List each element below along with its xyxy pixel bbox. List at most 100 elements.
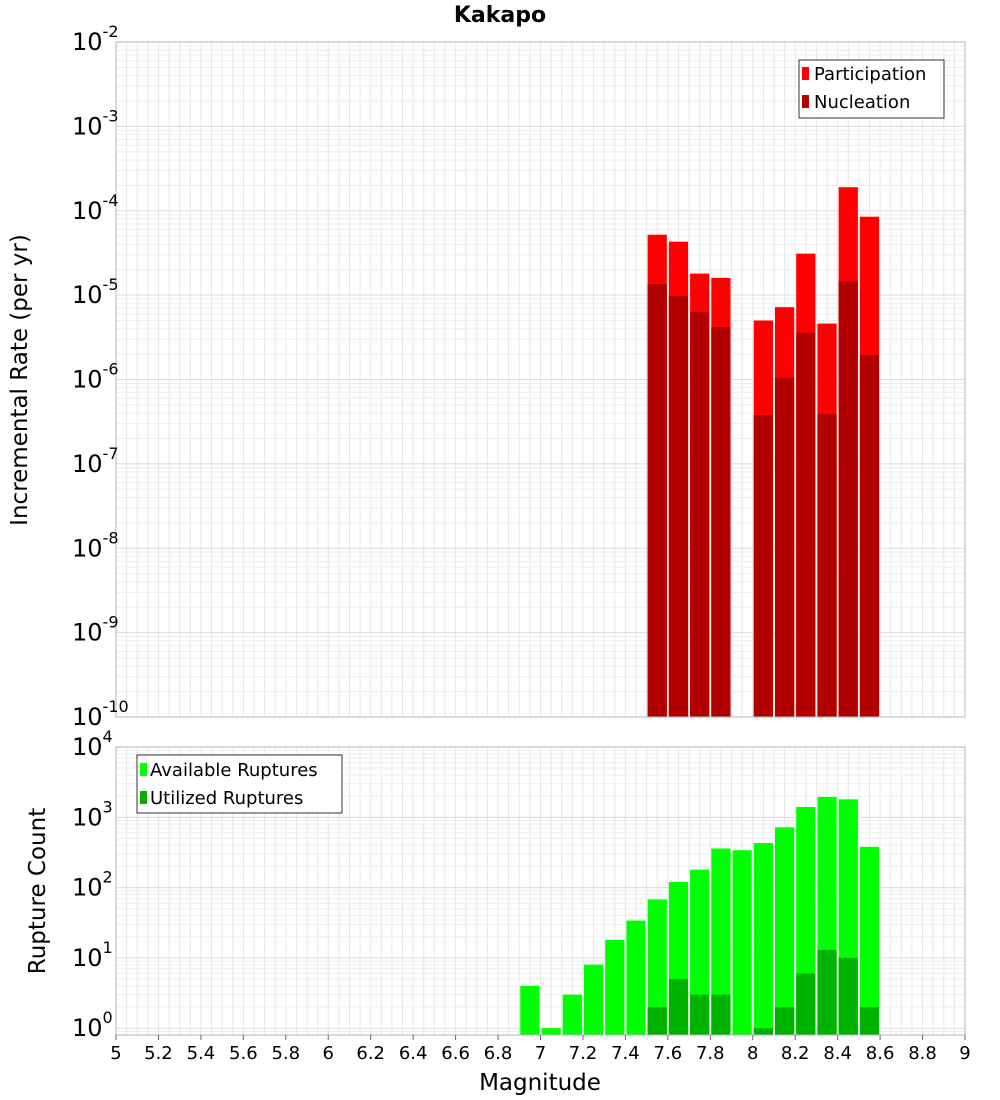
legend-swatch-participation: [802, 67, 809, 80]
bottom-bar-b-8: [838, 957, 858, 1035]
bottom-bar-a-2: [562, 994, 582, 1035]
legend-swatch-nucleation: [802, 95, 809, 108]
bottom-bar-a-1: [541, 1028, 561, 1035]
legend-label-nucleation: Nucleation: [814, 92, 910, 113]
x-tick-label-20: 9: [959, 1043, 970, 1064]
top-bar-b-4: [753, 414, 773, 717]
bottom-bar-a-16: [859, 846, 880, 1035]
x-tick-label-3: 5.6: [229, 1043, 258, 1064]
x-tick-label-4: 5.8: [271, 1043, 300, 1064]
bottom-bar-b-0: [647, 1007, 667, 1035]
x-tick-label-18: 8.6: [866, 1043, 895, 1064]
bottom-legend-box: [136, 754, 343, 814]
top-y-tick-label-5: 10-7: [72, 444, 119, 478]
top-bars: [647, 187, 880, 718]
bottom-bar-b-7: [817, 949, 837, 1035]
top-bar-b-5: [774, 377, 795, 717]
bottom-y-tick-label-0: 100: [72, 1008, 113, 1042]
top-y-tick-label-7: 10-9: [72, 613, 119, 647]
top-y-tick-exponent-1: -3: [103, 106, 119, 125]
top-bar-b-6: [796, 332, 816, 717]
bottom-bar-b-5: [774, 1007, 795, 1035]
x-tick-label-13: 7.6: [654, 1043, 683, 1064]
bottom-bar-a-4: [605, 939, 625, 1035]
top-y-tick-label-3: 10-5: [72, 275, 119, 309]
top-bar-b-8: [838, 281, 858, 717]
top-y-tick-exponent-3: -5: [103, 275, 119, 294]
bottom-bar-a-11: [753, 843, 773, 1035]
x-tick-label-16: 8.2: [781, 1043, 810, 1064]
top-y-tick-exponent-2: -4: [103, 191, 119, 210]
bottom-y-tick-label-1: 101: [72, 938, 113, 972]
legend-swatch-utilized: [140, 791, 147, 804]
bottom-bar-b-1: [668, 979, 689, 1035]
bottom-bar-a-3: [583, 964, 604, 1035]
top-y-tick-labels: 10-2 10-3 10-4 10-5 10-6 10-7 10-8 10-9 10-10: [72, 22, 129, 731]
chart-title: Kakapo: [454, 3, 546, 28]
bottom-y-axis-label: Rupture Count: [25, 808, 51, 974]
legend-label-utilized: Utilized Ruptures: [150, 788, 303, 809]
top-y-tick-exponent-8: -10: [103, 697, 129, 716]
top-y-tick-exponent-6: -8: [103, 528, 119, 547]
x-tick-label-10: 7: [535, 1043, 546, 1064]
bottom-bar-a-10: [732, 850, 752, 1035]
top-bar-b-0: [647, 284, 667, 717]
bottom-bar-b-6: [796, 973, 816, 1035]
x-tick-label-11: 7.2: [569, 1043, 598, 1064]
x-tick-label-0: 5: [110, 1043, 121, 1064]
legend-label-participation: Participation: [814, 64, 926, 85]
top-legend: Participation Nucleation: [798, 59, 945, 119]
x-tick-label-5: 6: [323, 1043, 334, 1064]
top-plot: 10-2 10-3 10-4 10-5 10-6 10-7 10-8 10-9 10-10 In…: [7, 22, 966, 731]
top-y-tick-label-2: 10-4: [72, 191, 119, 225]
top-y-tick-label-0: 10-2: [72, 22, 119, 56]
x-tick-label-12: 7.4: [611, 1043, 640, 1064]
bottom-y-tick-exponent-2: 2: [103, 868, 113, 887]
bottom-bars: [520, 796, 880, 1035]
bottom-bar-b-2: [690, 994, 710, 1035]
top-y-tick-label-6: 10-8: [72, 528, 119, 562]
bottom-legend: Available Ruptures Utilized Ruptures: [136, 754, 343, 814]
legend-label-available: Available Ruptures: [150, 760, 318, 781]
x-tick-label-7: 6.4: [399, 1043, 428, 1064]
bottom-y-tick-exponent-0: 0: [103, 1008, 113, 1027]
x-tick-label-19: 8.8: [908, 1043, 937, 1064]
top-y-tick-exponent-7: -9: [103, 613, 119, 632]
x-tick-label-14: 7.8: [696, 1043, 725, 1064]
top-bar-b-1: [668, 295, 689, 717]
top-y-tick-label-1: 10-3: [72, 106, 119, 140]
top-y-axis-label: Incremental Rate (per yr): [7, 234, 33, 526]
top-y-tick-exponent-5: -7: [103, 444, 119, 463]
bottom-bar-b-4: [753, 1028, 773, 1035]
x-tick-labels: 5 5.2 5.4 5.6 5.8 6 6.2 6.4 6.6 6.8 7 7.2 7.4 7.6 7.8 8…: [110, 1035, 971, 1064]
bottom-bar-a-12: [774, 827, 795, 1035]
bottom-y-tick-label-4: 104: [72, 727, 113, 761]
legend-swatch-available: [140, 763, 147, 776]
top-y-tick-exponent-0: -2: [103, 22, 119, 41]
bottom-bar-a-5: [626, 920, 646, 1035]
top-bar-b-3: [711, 326, 731, 717]
bottom-bar-b-9: [859, 1007, 880, 1035]
top-bar-b-2: [690, 312, 710, 717]
x-tick-label-1: 5.2: [144, 1043, 173, 1064]
top-y-tick-label-4: 10-6: [72, 360, 119, 394]
top-y-tick-exponent-4: -6: [103, 360, 119, 379]
bottom-bar-a-9: [711, 848, 731, 1035]
top-bar-b-7: [817, 414, 837, 717]
x-tick-label-17: 8.4: [823, 1043, 852, 1064]
top-bar-b-9: [859, 355, 880, 717]
bottom-bar-a-8: [690, 869, 710, 1035]
bottom-bar-b-3: [711, 994, 731, 1035]
bottom-bar-a-0: [520, 985, 540, 1035]
top-plot-frame: [115, 41, 966, 718]
bottom-y-tick-label-2: 102: [72, 868, 113, 902]
x-axis-label: Magnitude: [479, 1070, 601, 1096]
bottom-y-tick-exponent-4: 4: [103, 727, 113, 746]
x-tick-label-2: 5.4: [187, 1043, 216, 1064]
x-tick-label-8: 6.6: [441, 1043, 470, 1064]
bottom-y-tick-exponent-1: 1: [103, 938, 113, 957]
top-legend-box: [798, 59, 945, 119]
